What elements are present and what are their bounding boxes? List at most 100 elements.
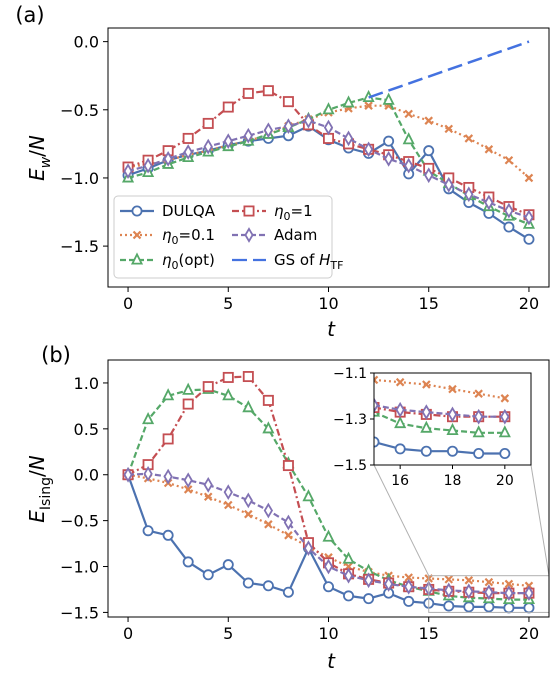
data-point-dulqa (523, 233, 535, 245)
data-point-adam (363, 572, 374, 589)
data-point-adam (424, 167, 434, 184)
data-point-eta-1 (202, 381, 214, 393)
data-point-adam (223, 133, 233, 150)
data-point-eta-opt (342, 551, 355, 564)
data-point-eta-01 (404, 109, 413, 119)
data-point-dulqa-inset (420, 445, 432, 457)
data-point-eta-01 (484, 577, 494, 587)
data-point-eta-01-inset (474, 389, 483, 398)
data-point-dulqa (363, 593, 375, 605)
data-point-eta-opt (142, 412, 155, 425)
data-point-adam (263, 502, 274, 519)
data-point-adam (283, 514, 294, 531)
data-point-eta-01 (524, 173, 534, 183)
data-point-adam (163, 468, 173, 485)
panel-a: 0 5 10 15 20 0.0 −0.5 −1.0 −1.5 (a) t Ew/N DULQA η0=0… (15, 3, 550, 341)
data-point-adam (163, 150, 173, 167)
data-point-dulqa (503, 221, 515, 233)
data-point-adam (243, 127, 253, 144)
data-point-eta-01 (444, 124, 454, 134)
data-point-dulqa (423, 145, 435, 157)
panel-label-b: (b) (41, 343, 71, 367)
data-point-adam (143, 157, 153, 174)
series-line-eta-1 (127, 89, 530, 216)
data-point-eta-opt (262, 421, 275, 434)
data-point-adam (484, 194, 494, 211)
data-point-eta-01 (424, 116, 434, 125)
legend: DULQA η0=0.1 η0(opt) η0=1 Adam GS of HTF (113, 195, 343, 279)
data-point-adam (243, 492, 253, 509)
data-point-dulqa (403, 595, 415, 607)
series-dulqa-inset (374, 436, 511, 459)
x-tick-label: 5 (223, 624, 233, 643)
data-point-dulqa-inset (446, 445, 458, 457)
legend-entry-eta-1: η0=1 (232, 202, 313, 223)
data-point-adam-inset (395, 401, 405, 418)
data-point-adam (444, 582, 454, 599)
data-point-dulqa (222, 559, 234, 571)
data-point-adam (203, 476, 213, 493)
data-point-adam (383, 576, 394, 592)
y-axis-label-b: EIsing/N (25, 455, 54, 522)
y-tick-label: −1.0 (60, 169, 99, 188)
x-axis-label-a: t (327, 317, 336, 341)
y-tick-label: −0.5 (60, 101, 99, 120)
legend-entry-adam: Adam (232, 226, 317, 244)
data-point-dulqa (483, 601, 495, 613)
y-tick-label: 0.0 (74, 466, 99, 485)
data-point-eta-01 (364, 101, 373, 110)
data-point-adam-inset (500, 408, 510, 425)
data-point-adam (524, 585, 534, 602)
data-point-adam (143, 465, 153, 482)
data-point-dulqa (202, 569, 214, 581)
data-point-dulqa (503, 602, 515, 614)
legend-label: η0=0.1 (162, 226, 215, 247)
data-point-dulqa (322, 581, 334, 593)
data-point-eta-opt (182, 382, 195, 395)
data-point-eta-01 (484, 145, 494, 154)
data-point-eta-1 (282, 460, 294, 472)
data-point-adam (223, 484, 233, 501)
y-tick-label: 0.0 (74, 33, 99, 52)
data-point-eta-01 (404, 573, 413, 582)
data-point-eta-opt (402, 132, 415, 145)
data-point-eta-opt (322, 102, 335, 115)
y-tick-label: −1.5 (60, 237, 99, 256)
panel-label-a: (a) (15, 3, 44, 27)
data-point-eta-1 (242, 87, 254, 99)
x-tick-label: 0 (123, 294, 133, 313)
data-point-eta-01-inset (448, 384, 457, 394)
data-point-adam (323, 558, 334, 575)
x-tick-label: 20 (519, 624, 539, 643)
data-point-dulqa-inset (394, 443, 406, 455)
data-point-eta-01 (264, 520, 273, 529)
legend-label: Adam (274, 226, 317, 244)
data-point-eta-opt (322, 529, 335, 542)
data-point-eta-opt-inset (420, 420, 433, 433)
data-point-dulqa-inset (473, 447, 485, 459)
y-tick-label: −0.5 (60, 512, 99, 531)
data-point-eta-opt-inset (472, 425, 485, 438)
data-point-dulqa (182, 556, 194, 568)
inset-x-tick-label: 20 (496, 473, 514, 489)
data-point-eta-1 (262, 85, 274, 97)
zoom-connector (373, 464, 430, 576)
zoom-connector (530, 464, 550, 576)
data-point-adam-inset (421, 404, 431, 420)
data-point-adam (283, 118, 294, 135)
legend-label: DULQA (162, 202, 216, 220)
y-axis-label-a: Ew/N (25, 135, 54, 181)
y-tick-label: 0.5 (74, 420, 99, 439)
data-point-eta-opt-inset (498, 425, 511, 438)
data-point-dulqa (282, 586, 294, 598)
data-point-adam (464, 583, 474, 600)
x-tick-label: 15 (419, 624, 439, 643)
legend-marker (131, 205, 143, 217)
y-tick-label: 1.0 (74, 374, 99, 393)
series-line-eta-01 (127, 473, 530, 587)
data-point-dulqa (523, 602, 535, 614)
data-point-dulqa (443, 600, 455, 612)
data-point-adam (183, 144, 193, 160)
data-point-eta-opt (222, 388, 235, 401)
